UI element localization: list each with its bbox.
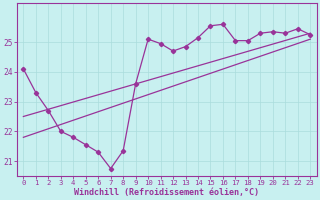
X-axis label: Windchill (Refroidissement éolien,°C): Windchill (Refroidissement éolien,°C) xyxy=(74,188,259,197)
